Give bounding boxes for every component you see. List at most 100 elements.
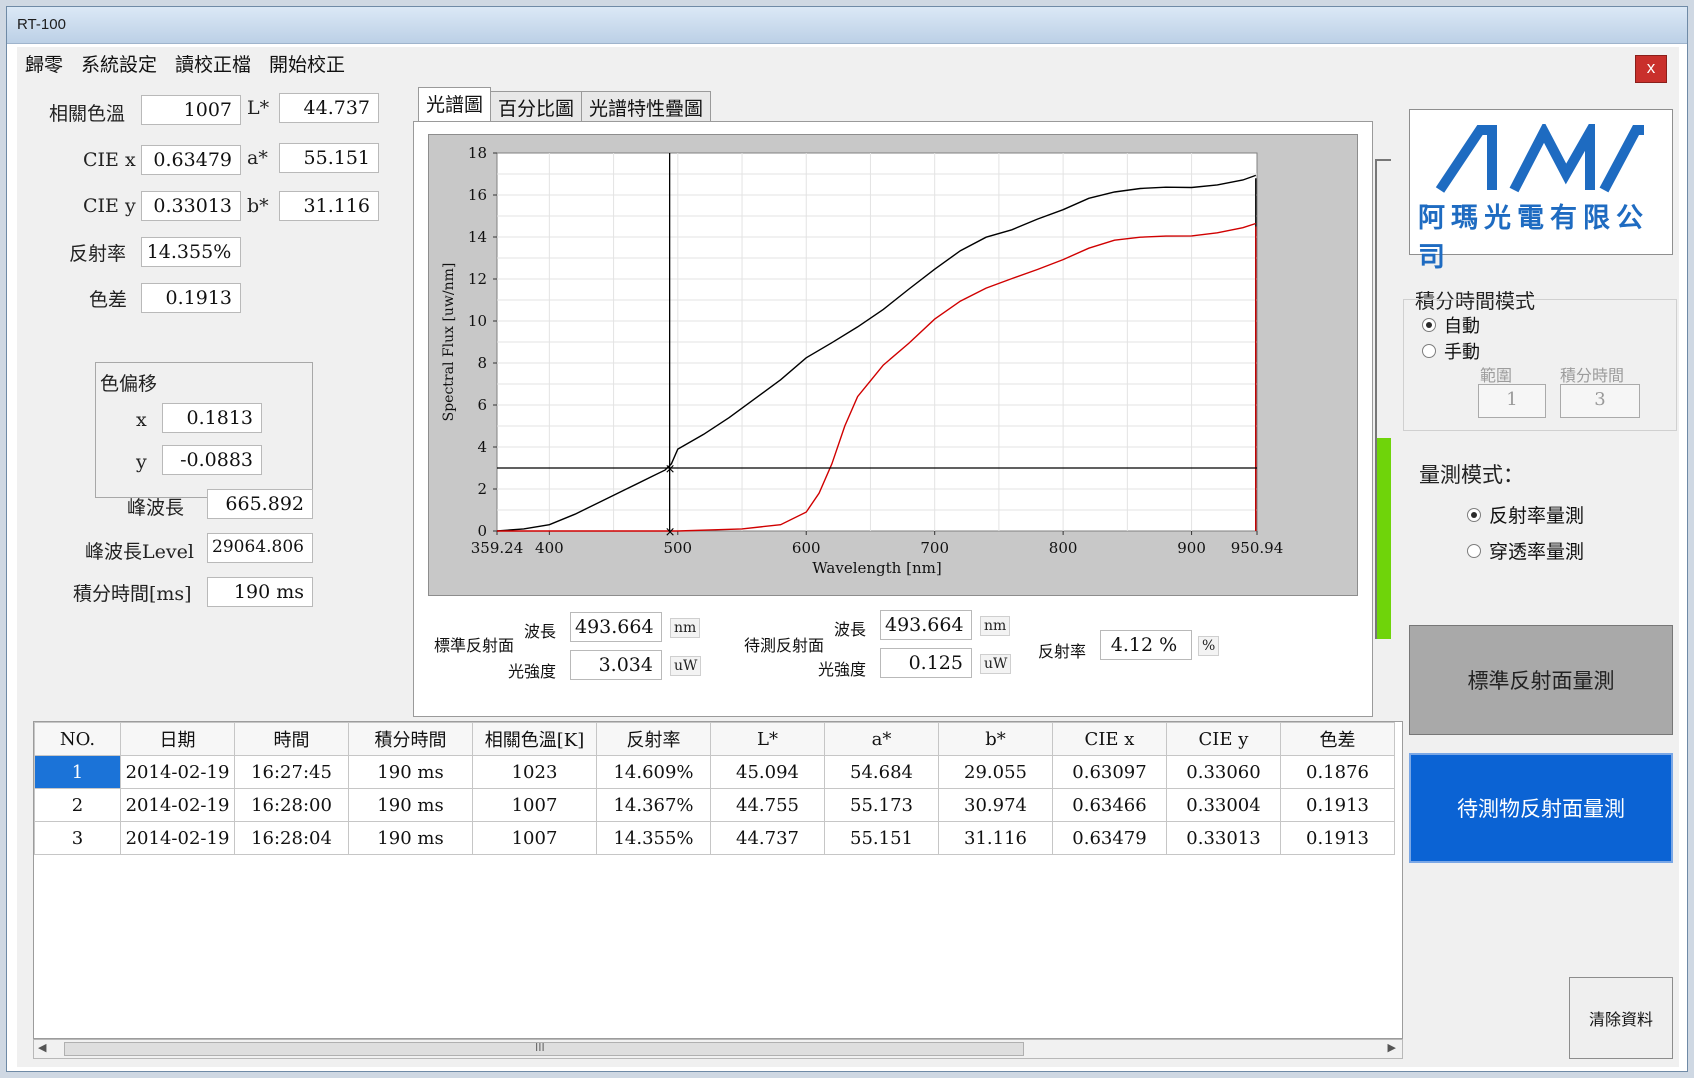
table-cell[interactable]: 14.355% bbox=[596, 821, 711, 855]
radio-auto[interactable]: 自動 bbox=[1422, 312, 1480, 338]
time-field[interactable]: 3 bbox=[1560, 384, 1640, 418]
x-tick-label: 950.94 bbox=[1231, 539, 1284, 557]
table-cell[interactable]: 45.094 bbox=[710, 755, 825, 789]
std-measure-button[interactable]: 標準反射面量測 bbox=[1409, 625, 1673, 735]
table-cell[interactable]: 0.33013 bbox=[1166, 821, 1281, 855]
column-header[interactable]: CIE x bbox=[1052, 722, 1167, 756]
table-cell[interactable]: 30.974 bbox=[938, 788, 1053, 822]
table-cell[interactable]: 54.684 bbox=[824, 755, 939, 789]
radio-reflect[interactable]: 反射率量測 bbox=[1467, 501, 1584, 528]
std-int-field: 3.034 bbox=[570, 650, 662, 680]
table-cell[interactable]: 44.737 bbox=[710, 821, 825, 855]
table-cell[interactable]: 16:27:45 bbox=[234, 755, 349, 789]
table-cell[interactable]: 0.33060 bbox=[1166, 755, 1281, 789]
sample-wl-unit: nm bbox=[980, 616, 1011, 636]
table-cell[interactable]: 0.1913 bbox=[1280, 821, 1395, 855]
scroll-left-icon[interactable]: ◀ bbox=[38, 1041, 47, 1054]
column-header[interactable]: L* bbox=[710, 722, 825, 756]
table-cell[interactable]: 0.33004 bbox=[1166, 788, 1281, 822]
table-cell[interactable]: 2014-02-19 bbox=[120, 788, 235, 822]
table-cell[interactable]: 0.63097 bbox=[1052, 755, 1167, 789]
L-label: L* bbox=[247, 97, 270, 119]
sample-measure-button[interactable]: 待測物反射面量測 bbox=[1409, 753, 1673, 863]
horizontal-scrollbar[interactable]: ◀ III ▶ bbox=[33, 1039, 1403, 1059]
column-header[interactable]: a* bbox=[824, 722, 939, 756]
table-cell[interactable]: 0.1913 bbox=[1280, 788, 1395, 822]
table-cell[interactable]: 3 bbox=[34, 821, 121, 855]
table-cell[interactable]: 1007 bbox=[472, 821, 597, 855]
table-cell[interactable]: 0.63479 bbox=[1052, 821, 1167, 855]
menu-load-calibration[interactable]: 讀校正檔 bbox=[175, 54, 252, 76]
measure-mode-title: 量測模式： bbox=[1419, 463, 1524, 487]
column-header[interactable]: 時間 bbox=[234, 722, 349, 756]
tab-overlay[interactable]: 光譜特性疊圖 bbox=[581, 91, 712, 121]
color-shift-title: 色偏移 bbox=[100, 373, 158, 395]
x-tick-label: 500 bbox=[663, 539, 692, 557]
chart-tabs: 光譜圖 百分比圖 光譜特性疊圖 bbox=[418, 87, 712, 121]
table-cell[interactable]: 16:28:00 bbox=[234, 788, 349, 822]
table-cell[interactable]: 190 ms bbox=[348, 821, 473, 855]
table-cell[interactable]: 0.63466 bbox=[1052, 788, 1167, 822]
radio-transmit[interactable]: 穿透率量測 bbox=[1467, 537, 1584, 564]
table-cell[interactable]: 2 bbox=[34, 788, 121, 822]
table-cell[interactable]: 2014-02-19 bbox=[120, 821, 235, 855]
spectrum-chart-svg[interactable]: 359.24 400 500 600 700 800 900 950.94 0 2 4 6 8 10 12 1… bbox=[429, 135, 1357, 595]
column-header[interactable]: 反射率 bbox=[596, 722, 711, 756]
column-header[interactable]: 色差 bbox=[1280, 722, 1395, 756]
table-cell[interactable]: 190 ms bbox=[348, 788, 473, 822]
table-cell[interactable]: 55.173 bbox=[824, 788, 939, 822]
menu-system-settings[interactable]: 系統設定 bbox=[81, 54, 158, 76]
ratio-unit: % bbox=[1198, 636, 1220, 656]
table-cell[interactable]: 0.1876 bbox=[1280, 755, 1395, 789]
menu-zero[interactable]: 歸零 bbox=[25, 54, 64, 76]
table-cell[interactable]: 31.116 bbox=[938, 821, 1053, 855]
table-row[interactable]: 3 2014-02-19 16:28:04 190 ms 1007 14.355% 44.7… bbox=[34, 821, 1395, 855]
window-title: RT-100 bbox=[17, 16, 66, 33]
column-header[interactable]: 積分時間 bbox=[348, 722, 473, 756]
ciey-field: 0.33013 bbox=[141, 191, 241, 221]
results-table[interactable]: NO. 日期 時間 積分時間 相關色溫[K] 反射率 L* a* b* CIE x CIE y 色差 … bbox=[33, 721, 1403, 1039]
table-row[interactable]: 2 2014-02-19 16:28:00 190 ms 1007 14.367% 44.7… bbox=[34, 788, 1395, 822]
table-cell[interactable]: 44.755 bbox=[710, 788, 825, 822]
column-header[interactable]: 日期 bbox=[120, 722, 235, 756]
tab-percentage[interactable]: 百分比圖 bbox=[490, 91, 583, 121]
table-cell[interactable]: 16:28:04 bbox=[234, 821, 349, 855]
radio-manual[interactable]: 手動 bbox=[1422, 338, 1480, 364]
table-cell[interactable]: 14.609% bbox=[596, 755, 711, 789]
range-spinner[interactable]: 1 bbox=[1478, 384, 1546, 418]
table-cell[interactable]: 190 ms bbox=[348, 755, 473, 789]
title-bar: RT-100 bbox=[7, 7, 1687, 44]
y-tick-label: 8 bbox=[477, 354, 487, 372]
radio-auto-dot[interactable] bbox=[1422, 318, 1436, 332]
table-cell[interactable]: 55.151 bbox=[824, 821, 939, 855]
column-header[interactable]: CIE y bbox=[1166, 722, 1281, 756]
scroll-thumb[interactable]: III bbox=[64, 1041, 1024, 1056]
cursor-marker: × bbox=[665, 525, 676, 540]
close-button[interactable]: x bbox=[1635, 55, 1667, 83]
table-cell[interactable]: 1007 bbox=[472, 788, 597, 822]
radio-reflect-dot[interactable] bbox=[1467, 507, 1481, 522]
reflectance-label: 反射率 bbox=[69, 243, 127, 265]
table-cell[interactable]: 2014-02-19 bbox=[120, 755, 235, 789]
table-cell[interactable]: 29.055 bbox=[938, 755, 1053, 789]
b-label: b* bbox=[247, 195, 269, 217]
scroll-right-icon[interactable]: ▶ bbox=[1387, 1041, 1396, 1054]
tab-spectrum[interactable]: 光譜圖 bbox=[418, 87, 492, 121]
table-cell[interactable]: 1 bbox=[34, 755, 121, 789]
std-surface-label: 標準反射面 bbox=[434, 636, 515, 655]
table-row[interactable]: 1 2014-02-19 16:27:45 190 ms 1023 14.609% 45.0… bbox=[34, 755, 1395, 789]
series-line-2 bbox=[497, 222, 1257, 532]
radio-reflect-label: 反射率量測 bbox=[1489, 505, 1585, 527]
column-header[interactable]: NO. bbox=[34, 722, 121, 756]
radio-transmit-dot[interactable] bbox=[1467, 543, 1481, 558]
column-header[interactable]: b* bbox=[938, 722, 1053, 756]
ratio-label: 反射率 bbox=[1038, 642, 1087, 661]
clear-data-button[interactable]: 清除資料 bbox=[1569, 977, 1673, 1059]
radio-manual-dot[interactable] bbox=[1422, 344, 1436, 358]
L-field: 44.737 bbox=[279, 93, 379, 123]
table-cell[interactable]: 14.367% bbox=[596, 788, 711, 822]
table-header-row: NO. 日期 時間 積分時間 相關色溫[K] 反射率 L* a* b* CIE x CIE y 色差 bbox=[34, 722, 1395, 756]
table-cell[interactable]: 1023 bbox=[472, 755, 597, 789]
menu-start-calibration[interactable]: 開始校正 bbox=[269, 54, 346, 76]
column-header[interactable]: 相關色溫[K] bbox=[472, 722, 597, 756]
